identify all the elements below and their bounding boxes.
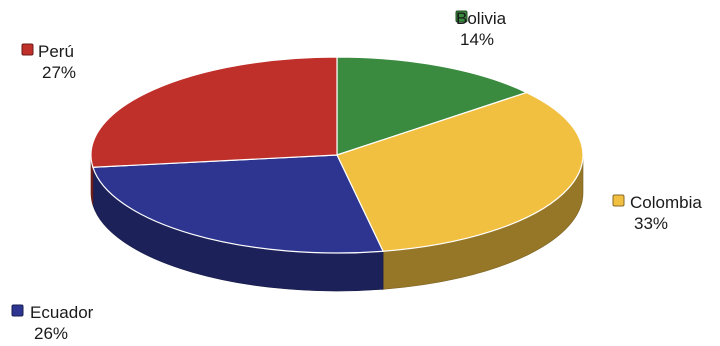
pie-labels: Bolivia 14% Colombia 33% Ecuador 26% Perú 27%	[11, 9, 702, 343]
slice-percent-bolivia: 14%	[460, 30, 494, 49]
slice-label-ecuador: Ecuador	[30, 303, 94, 322]
legend-swatch-peru	[21, 43, 34, 56]
slice-percent-peru: 27%	[42, 63, 76, 82]
pie-slice-colombia	[336, 91, 584, 252]
slice-percent-ecuador: 26%	[34, 324, 68, 343]
legend-swatch-bolivia	[455, 10, 468, 23]
pie-slice-ecuador	[92, 154, 385, 254]
pie-slice-bolivia	[336, 56, 529, 156]
slice-percent-colombia: 33%	[634, 214, 668, 233]
legend-swatch-colombia	[612, 194, 625, 207]
slice-label-peru: Perú	[38, 42, 74, 61]
pie-slice-peru	[90, 56, 338, 168]
legend-swatch-ecuador	[11, 304, 24, 317]
slice-label-colombia: Colombia	[630, 193, 702, 212]
pie-tops	[90, 56, 584, 254]
slice-label-bolivia: Bolivia	[456, 9, 507, 28]
